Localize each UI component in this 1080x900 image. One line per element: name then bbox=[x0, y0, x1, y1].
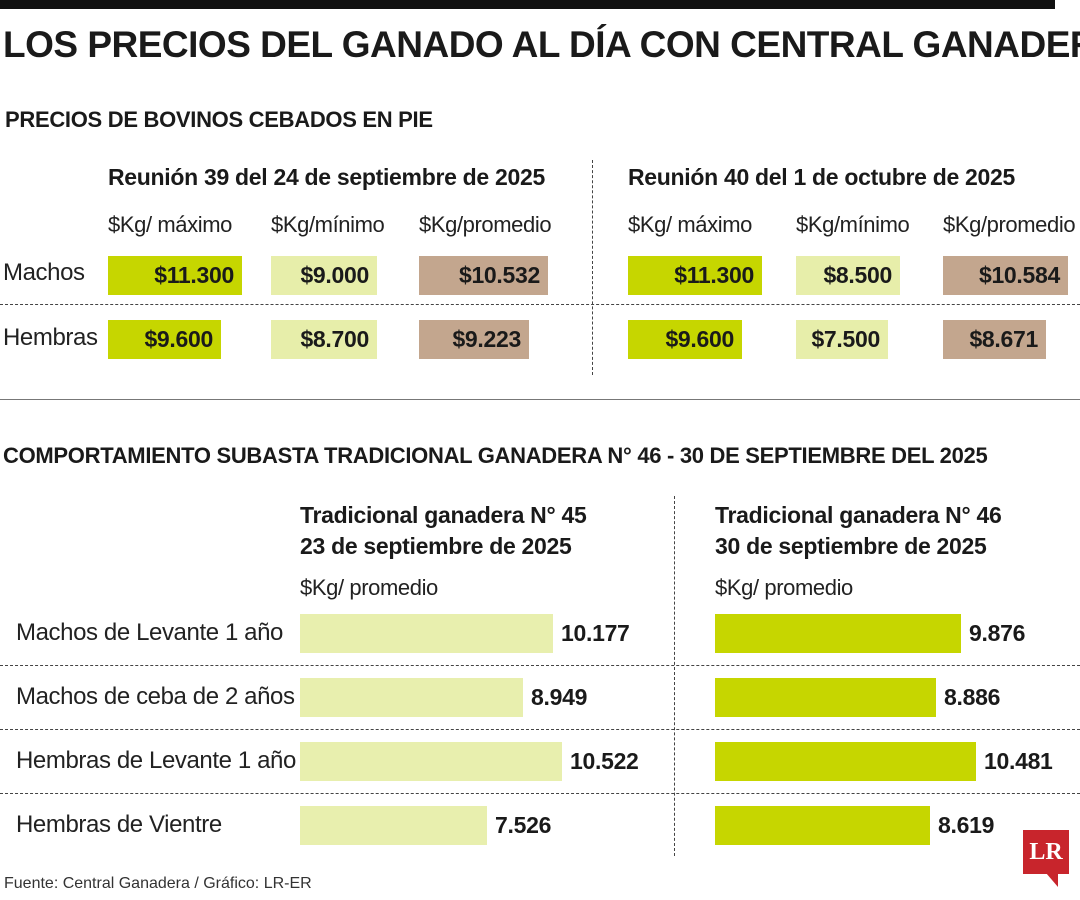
price-cell-m40-machos-min: $8.500 bbox=[796, 256, 900, 295]
m40-header-avg: $Kg/promedio bbox=[943, 212, 1076, 237]
page-title: LOS PRECIOS DEL GANADO AL DÍA CON CENTRA… bbox=[3, 24, 1080, 65]
m39-header-min: $Kg/mínimo bbox=[271, 212, 385, 237]
section2-title: COMPORTAMIENTO SUBASTA TRADICIONAL GANAD… bbox=[3, 443, 988, 468]
m40-header-max: $Kg/ máximo bbox=[628, 212, 752, 237]
price-cell-m39-machos-avg: $10.532 bbox=[419, 256, 548, 295]
meeting-40-title: Reunión 40 del 1 de octubre de 2025 bbox=[628, 164, 1016, 190]
m40-header-min: $Kg/mínimo bbox=[796, 212, 910, 237]
category-divider bbox=[0, 729, 1080, 730]
lr-logo: LR bbox=[1023, 830, 1069, 874]
auction-45-title: Tradicional ganadera N° 45 bbox=[300, 502, 587, 528]
bar-value-n45-machos-de-ceba-de-2-anos: 8.949 bbox=[531, 684, 588, 710]
price-cell-m39-machos-max: $11.300 bbox=[108, 256, 242, 295]
bar-value-n45-hembras-de-levante-1-ano: 10.522 bbox=[570, 748, 639, 774]
price-cell-m40-hembras-max: $9.600 bbox=[628, 320, 742, 359]
price-cell-m39-hembras-max: $9.600 bbox=[108, 320, 221, 359]
bar-n45-machos-de-ceba-de-2-anos bbox=[300, 678, 523, 717]
section-divider bbox=[0, 399, 1080, 400]
price-cell-m39-hembras-min: $8.700 bbox=[271, 320, 377, 359]
bar-value-n45-hembras-de-vientre: 7.526 bbox=[495, 812, 552, 838]
bar-value-n46-machos-de-ceba-de-2-anos: 8.886 bbox=[944, 684, 1001, 710]
price-cell-m40-hembras-min: $7.500 bbox=[796, 320, 888, 359]
bar-n46-hembras-de-vientre bbox=[715, 806, 930, 845]
source-note: Fuente: Central Ganadera / Gráfico: LR-E… bbox=[4, 875, 312, 892]
meeting-39-title: Reunión 39 del 24 de septiembre de 2025 bbox=[108, 164, 545, 190]
bar-value-n45-machos-de-levante-1-ano: 10.177 bbox=[561, 620, 630, 646]
bar-value-n46-hembras-de-vientre: 8.619 bbox=[938, 812, 995, 838]
row-label-machos: Machos bbox=[3, 259, 85, 286]
auction-45-unit: $Kg/ promedio bbox=[300, 575, 438, 600]
category-label-hembras-de-levante-1-ano: Hembras de Levante 1 año bbox=[16, 747, 296, 774]
bar-value-n46-machos-de-levante-1-ano: 9.876 bbox=[969, 620, 1026, 646]
auction-46-title: Tradicional ganadera N° 46 bbox=[715, 502, 1002, 528]
category-divider bbox=[0, 793, 1080, 794]
bar-n45-hembras-de-levante-1-ano bbox=[300, 742, 562, 781]
bar-value-n46-hembras-de-levante-1-ano: 10.481 bbox=[984, 748, 1053, 774]
lr-logo-tail bbox=[1046, 873, 1058, 887]
category-label-hembras-de-vientre: Hembras de Vientre bbox=[16, 811, 222, 838]
price-cell-m39-hembras-avg: $9.223 bbox=[419, 320, 529, 359]
auction-46-date: 30 de septiembre de 2025 bbox=[715, 533, 987, 559]
bar-n45-hembras-de-vientre bbox=[300, 806, 487, 845]
top-rule bbox=[0, 0, 1055, 9]
auction-45-date: 23 de septiembre de 2025 bbox=[300, 533, 572, 559]
m39-header-max: $Kg/ máximo bbox=[108, 212, 232, 237]
category-label-machos-de-ceba-de-2-anos: Machos de ceba de 2 años bbox=[16, 683, 295, 710]
section1-title: PRECIOS DE BOVINOS CEBADOS EN PIE bbox=[5, 107, 433, 132]
auction-divider bbox=[674, 496, 675, 856]
row-label-hembras: Hembras bbox=[3, 324, 98, 351]
price-cell-m40-machos-max: $11.300 bbox=[628, 256, 762, 295]
price-cell-m40-hembras-avg: $8.671 bbox=[943, 320, 1046, 359]
bar-n46-machos-de-ceba-de-2-anos bbox=[715, 678, 936, 717]
meeting-divider bbox=[592, 160, 593, 375]
category-divider bbox=[0, 665, 1080, 666]
bar-n45-machos-de-levante-1-ano bbox=[300, 614, 553, 653]
m39-header-avg: $Kg/promedio bbox=[419, 212, 552, 237]
bar-n46-machos-de-levante-1-ano bbox=[715, 614, 961, 653]
row-divider bbox=[0, 304, 1080, 305]
price-cell-m40-machos-avg: $10.584 bbox=[943, 256, 1068, 295]
category-label-machos-de-levante-1-ano: Machos de Levante 1 año bbox=[16, 619, 283, 646]
bar-n46-hembras-de-levante-1-ano bbox=[715, 742, 976, 781]
auction-46-unit: $Kg/ promedio bbox=[715, 575, 853, 600]
price-cell-m39-machos-min: $9.000 bbox=[271, 256, 377, 295]
